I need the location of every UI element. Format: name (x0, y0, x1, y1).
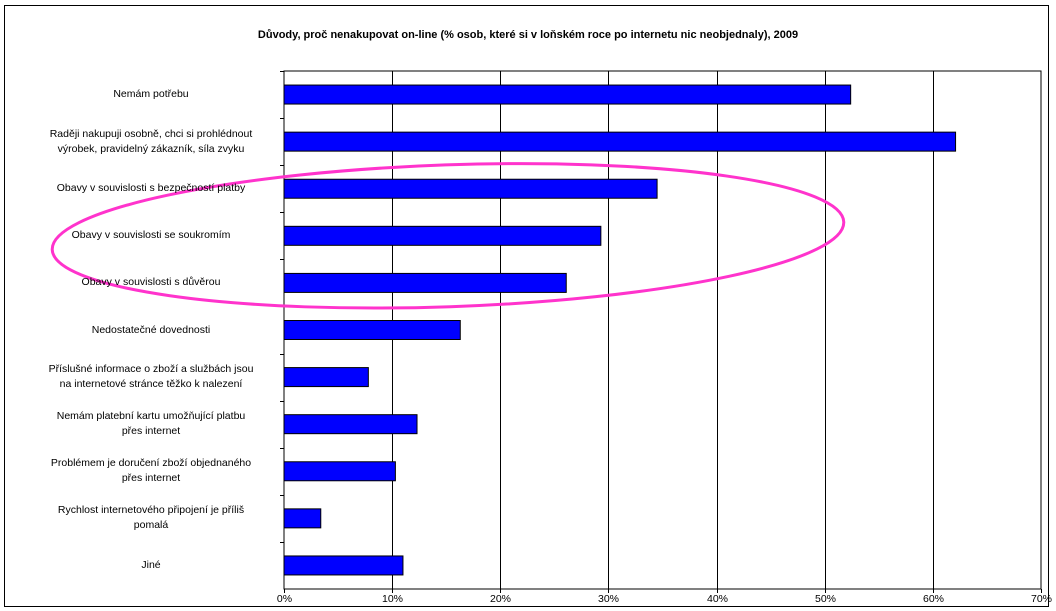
bar (283, 131, 957, 152)
x-tick-label: 10% (382, 593, 403, 605)
category-label: Nemám potřebu (113, 88, 189, 101)
x-tick-label: 60% (923, 593, 944, 605)
bar (283, 272, 567, 293)
bar (283, 84, 852, 105)
x-tick-label: 0% (277, 593, 292, 605)
chart-frame (4, 5, 1049, 607)
bar (283, 461, 396, 482)
category-label: Raději nakupuji osobně, chci si prohlédn… (49, 127, 253, 155)
category-label: Obavy v souvislosti s bezpečností platby (56, 182, 246, 195)
category-label: Nedostatečné dovednosti (91, 323, 211, 336)
x-tick-label: 40% (707, 593, 728, 605)
bar (283, 414, 418, 435)
category-label: Příslušné informace o zboží a službách j… (48, 363, 254, 391)
bar (283, 178, 658, 199)
category-label: Rychlost internetového připojení je příl… (57, 504, 245, 532)
bar (283, 367, 369, 388)
category-label: Nemám platební kartu umožňující platbu p… (56, 410, 246, 438)
highlight-ellipse (50, 162, 846, 310)
bar (283, 225, 602, 246)
category-label: Problémem je doručení zboží objednaného … (50, 457, 252, 485)
x-tick-label: 30% (598, 593, 619, 605)
bar (283, 508, 322, 529)
x-tick-label: 50% (815, 593, 836, 605)
category-label: Jiné (141, 558, 161, 571)
x-tick-label: 20% (490, 593, 511, 605)
category-label: Obavy v souvislosti s důvěrou (81, 276, 221, 289)
bar (283, 555, 404, 576)
chart-title: Důvody, proč nenakupovat on-line (% osob… (257, 29, 799, 41)
bar (283, 320, 461, 340)
category-label: Obavy v souvislosti se soukromím (71, 229, 231, 242)
x-tick-label: 70% (1031, 593, 1052, 605)
